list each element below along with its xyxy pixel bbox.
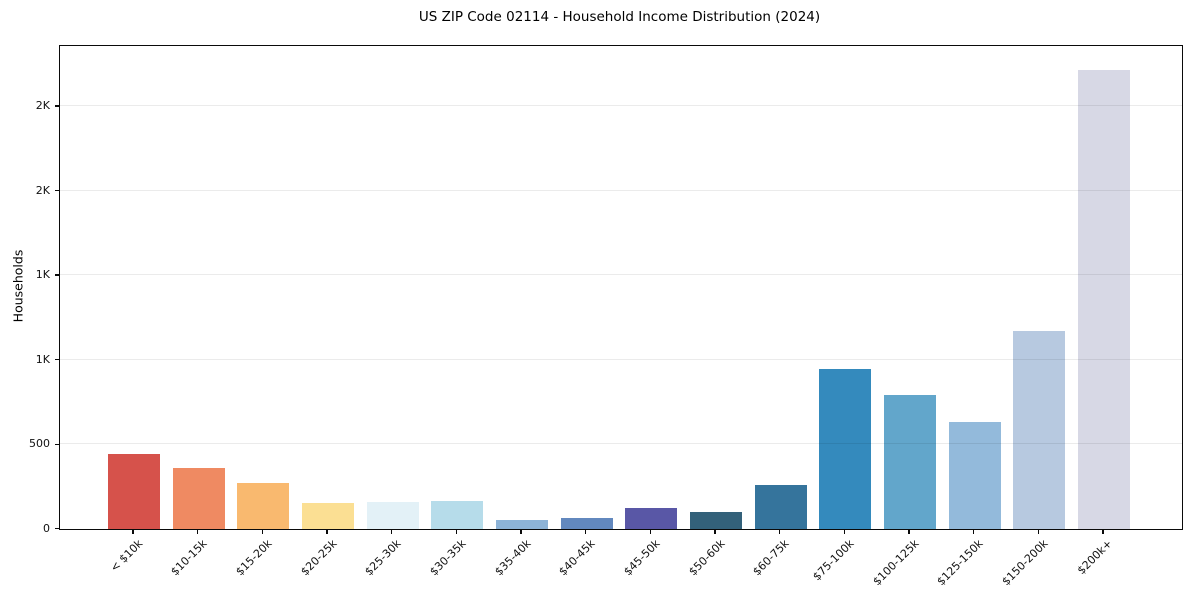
bar: [884, 394, 937, 529]
x-tick-label: $75-100k: [810, 536, 857, 583]
x-tick: [649, 529, 652, 534]
y-tick-label: 500: [29, 437, 50, 451]
gridline: [59, 189, 1182, 191]
y-tick-label: 2K: [35, 99, 50, 113]
x-tick: [326, 529, 328, 534]
bar: [1013, 330, 1066, 529]
y-tick: [54, 443, 59, 445]
chart-title: US ZIP Code 02114 - Household Income Dis…: [418, 9, 821, 25]
gridline: [59, 358, 1182, 360]
bar: [560, 517, 613, 529]
bar: [625, 508, 678, 529]
bar: [431, 501, 484, 529]
x-tick: [1037, 529, 1040, 534]
x-tick: [1102, 529, 1104, 534]
x-tick-label: $15-20k: [233, 536, 275, 578]
y-tick-label: 1K: [35, 268, 50, 282]
x-tick-label: $50-60k: [685, 536, 728, 578]
x-tick: [843, 529, 846, 534]
bar: [754, 484, 807, 529]
y-tick-label: 2K: [35, 183, 50, 197]
x-tick-label: $125-150k: [934, 536, 986, 588]
x-tick: [779, 529, 781, 534]
x-tick-label: $35-40k: [491, 536, 534, 578]
x-tick-label: $200k+: [1075, 536, 1116, 577]
bar: [366, 501, 419, 529]
bar: [302, 503, 354, 529]
y-tick-label: 0: [43, 522, 50, 535]
x-tick-label: $30-35k: [427, 536, 469, 578]
y-tick: [54, 528, 59, 530]
x-tick: [908, 529, 910, 534]
x-tick-label: $45-50k: [621, 536, 663, 578]
y-axis-label: Households: [10, 249, 26, 323]
x-tick: [261, 529, 264, 534]
x-tick-label: $60-75k: [750, 536, 792, 578]
x-tick: [390, 529, 393, 534]
x-tick: [584, 529, 587, 534]
bar: [690, 511, 743, 529]
x-tick-label: $10-15k: [168, 536, 210, 578]
x-tick: [973, 529, 975, 534]
bar: [948, 421, 1001, 529]
x-tick: [455, 529, 458, 534]
y-tick: [54, 189, 59, 192]
gridline: [59, 105, 1182, 107]
x-tick: [714, 529, 716, 534]
bar: [496, 520, 549, 529]
x-tick: [132, 529, 134, 534]
bar: [237, 482, 290, 529]
y-tick: [54, 274, 59, 276]
x-tick-label: $100-125k: [870, 536, 922, 588]
gridline: [59, 274, 1182, 276]
bar: [1078, 70, 1131, 529]
gridline: [59, 443, 1182, 445]
x-tick-label: $40-45k: [556, 536, 598, 578]
x-tick-label: $20-25k: [297, 536, 340, 578]
y-tick: [54, 358, 59, 361]
x-tick: [520, 529, 522, 534]
x-tick: [196, 529, 199, 534]
bar: [172, 467, 225, 529]
y-tick: [54, 105, 59, 107]
x-tick-label: $25-30k: [362, 536, 404, 578]
bar: [819, 368, 872, 529]
y-tick-label: 1K: [35, 352, 50, 366]
plot-area: [58, 44, 1183, 530]
x-tick-label: < $10k: [107, 536, 146, 575]
x-tick-label: $150-200k: [999, 536, 1051, 588]
bar: [108, 454, 160, 529]
